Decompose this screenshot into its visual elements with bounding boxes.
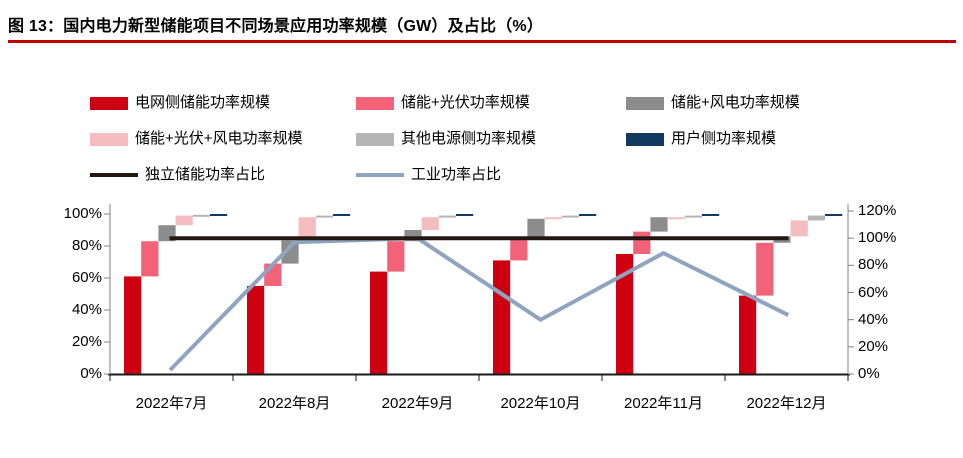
bar-segment xyxy=(370,271,388,374)
bar-segment xyxy=(298,217,316,241)
legend-color-swatch xyxy=(356,132,394,146)
bar-segment xyxy=(825,214,843,216)
legend-label: 储能+光伏+风电功率规模 xyxy=(135,130,303,147)
bar-segment xyxy=(210,214,228,216)
legend-color-swatch xyxy=(90,96,128,110)
bar-segment xyxy=(667,217,685,220)
figure-title: 图 13：国内电力新型储能项目不同场景应用功率规模（GW）及占比（%） xyxy=(8,18,544,35)
bar-segment xyxy=(456,214,474,216)
bar-segment xyxy=(616,254,634,374)
bar-segment xyxy=(510,238,528,261)
x-axis-category-label: 2022年9月 xyxy=(381,395,454,412)
title-underline xyxy=(8,40,956,43)
left-axis-tick-label: 80% xyxy=(71,237,102,254)
bar-segment xyxy=(141,241,159,277)
bar-segment xyxy=(247,286,265,374)
legend-color-swatch xyxy=(90,132,128,146)
legend-label: 用户侧功率规模 xyxy=(671,130,777,147)
legend-item-2: 储能+风电功率规模 xyxy=(626,95,800,111)
right-axis-tick-label: 0% xyxy=(858,365,880,382)
legend-item-7: 工业功率占比 xyxy=(356,167,501,183)
left-axis-tick-label: 40% xyxy=(71,301,102,318)
legend-label: 其他电源侧功率规模 xyxy=(401,130,537,147)
bar-segment xyxy=(421,217,439,230)
bar-segment xyxy=(579,214,597,216)
bar-segment xyxy=(702,214,720,216)
bar-segment xyxy=(387,241,405,272)
legend-item-1: 储能+光伏功率规模 xyxy=(356,95,530,111)
line-series xyxy=(168,236,790,372)
bar-segment xyxy=(739,295,757,374)
right-axis-tick-label: 60% xyxy=(858,283,889,301)
bar-segment xyxy=(315,215,333,218)
bar-segment xyxy=(684,215,702,218)
bar-segment xyxy=(790,220,808,237)
bar-segment xyxy=(756,242,774,296)
legend-item-4: 其他电源侧功率规模 xyxy=(356,131,536,147)
bar-segment xyxy=(404,230,422,242)
left-axis-tick-label: 100% xyxy=(63,205,102,222)
bar-segment xyxy=(527,218,545,238)
bar-segment xyxy=(124,276,142,374)
legend-line-swatch xyxy=(356,173,404,177)
legend-label: 电网侧储能功率规模 xyxy=(135,94,271,111)
bar-segment xyxy=(438,215,456,218)
legend-color-swatch xyxy=(356,96,394,110)
legend-color-swatch xyxy=(626,132,664,146)
bar-segment xyxy=(807,215,825,221)
right-axis-tick-label: 20% xyxy=(858,337,889,355)
bar-segment xyxy=(192,214,210,217)
right-axis-tick-label: 120% xyxy=(858,202,897,219)
bar-segment xyxy=(281,240,299,264)
legend-item-0: 电网侧储能功率规模 xyxy=(90,95,270,111)
x-axis-category-label: 2022年7月 xyxy=(135,395,208,412)
right-axis-tick-label: 80% xyxy=(858,256,889,274)
bar-segment xyxy=(175,215,193,226)
x-axis-category-label: 2022年10月 xyxy=(500,395,581,412)
legend-line-swatch xyxy=(90,173,138,177)
legend-item-5: 用户侧功率规模 xyxy=(626,131,776,147)
x-axis-category-label: 2022年11月 xyxy=(624,395,703,412)
left-axis-tick-label: 60% xyxy=(71,269,102,286)
bar-segment xyxy=(493,260,511,374)
bar-segment xyxy=(333,214,351,216)
legend-item-3: 储能+光伏+风电功率规模 xyxy=(90,131,303,147)
x-axis-category-label: 2022年12月 xyxy=(746,395,827,412)
legend-label: 独立储能功率占比 xyxy=(145,166,266,183)
left-axis-tick-label: 20% xyxy=(71,333,102,350)
bar-segment xyxy=(544,217,562,220)
right-axis-tick-label: 40% xyxy=(858,310,889,328)
legend-label: 储能+风电功率规模 xyxy=(671,94,800,111)
bar-segment xyxy=(633,231,651,254)
legend-color-swatch xyxy=(626,96,664,110)
legend-item-6: 独立储能功率占比 xyxy=(90,167,265,183)
bar-segment xyxy=(561,215,579,218)
legend-label: 储能+光伏功率规模 xyxy=(401,94,530,111)
left-axis-tick-label: 0% xyxy=(80,365,102,382)
right-axis-tick-label: 100% xyxy=(858,229,897,247)
bar-segment xyxy=(650,217,668,232)
x-axis-category-label: 2022年8月 xyxy=(258,395,331,412)
legend-label: 工业功率占比 xyxy=(411,166,502,183)
